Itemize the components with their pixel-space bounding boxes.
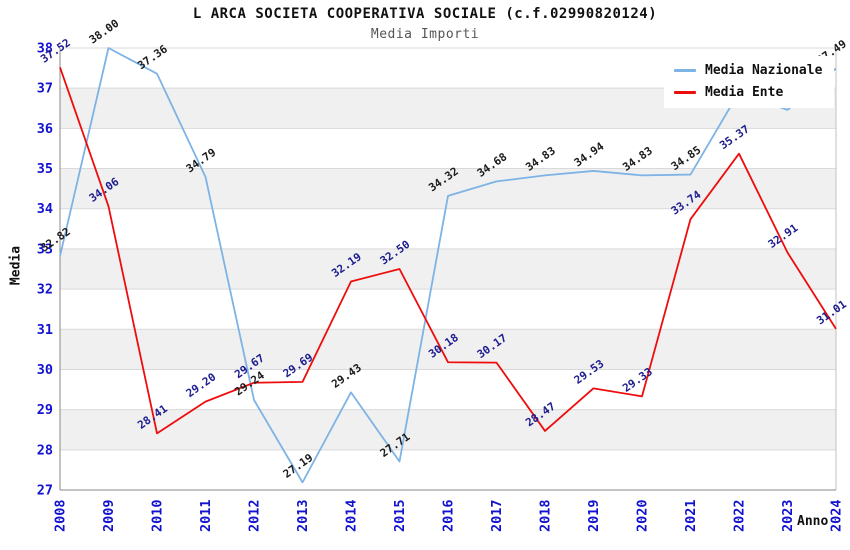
y-tick-label: 28 <box>37 442 53 458</box>
y-tick-label: 35 <box>37 161 53 177</box>
x-tick-label: 2022 <box>732 499 748 532</box>
value-label: 29.20 <box>184 370 219 400</box>
x-tick-label: 2011 <box>198 499 214 532</box>
y-tick-label: 34 <box>37 201 53 217</box>
x-axis-title: Anno <box>797 514 829 529</box>
y-tick-label: 32 <box>37 282 53 298</box>
value-label: 34.94 <box>572 140 607 170</box>
y-tick-label: 33 <box>37 241 53 257</box>
y-axis-title: Media <box>8 245 24 286</box>
legend-label: Media Ente <box>705 85 784 100</box>
legend-item-media-nazionale: Media Nazionale <box>674 63 822 78</box>
x-tick-label: 2021 <box>683 499 699 532</box>
x-tick-label: 2024 <box>829 499 845 532</box>
y-tick-label: 31 <box>37 322 53 338</box>
chart-title: L ARCA SOCIETA COOPERATIVA SOCIALE (c.f.… <box>192 6 658 22</box>
x-tick-label: 2020 <box>635 499 651 532</box>
x-tick-label: 2013 <box>295 499 311 532</box>
legend-item-media-ente: Media Ente <box>674 85 822 100</box>
x-tick-label: 2014 <box>344 499 360 532</box>
x-tick-label: 2008 <box>53 499 69 532</box>
y-tick-label: 27 <box>37 483 53 499</box>
y-tick-label: 30 <box>37 362 53 378</box>
series-line-media-ente <box>59 66 837 435</box>
series-line-media-nazionale <box>59 47 837 484</box>
y-tick-label: 29 <box>37 402 53 418</box>
x-tick-label: 2023 <box>780 499 796 532</box>
shade-band <box>60 409 836 450</box>
chart-subtitle: Media Importi <box>370 27 480 42</box>
y-tick-label: 37 <box>37 81 53 97</box>
legend-label: Media Nazionale <box>705 63 823 78</box>
x-tick-label: 2016 <box>441 499 457 532</box>
value-label: 37.36 <box>135 42 170 72</box>
y-tick-label: 38 <box>37 41 53 57</box>
shade-band <box>60 248 836 290</box>
value-label: 32.91 <box>766 221 801 251</box>
x-tick-label: 2009 <box>101 499 117 532</box>
x-tick-label: 2010 <box>150 499 166 532</box>
x-tick-label: 2015 <box>392 499 408 532</box>
value-label: 38.00 <box>87 17 122 47</box>
media-nazionale-line-icon <box>674 69 696 72</box>
legend: Media Nazionale Media Ente <box>664 56 835 108</box>
x-tick-label: 2017 <box>489 499 505 532</box>
shade-band <box>60 168 836 209</box>
x-tick-label: 2012 <box>247 499 263 532</box>
media-ente-line-icon <box>674 91 696 94</box>
y-tick-label: 36 <box>37 121 53 137</box>
x-tick-label: 2019 <box>586 499 602 532</box>
x-tick-label: 2018 <box>538 499 554 532</box>
